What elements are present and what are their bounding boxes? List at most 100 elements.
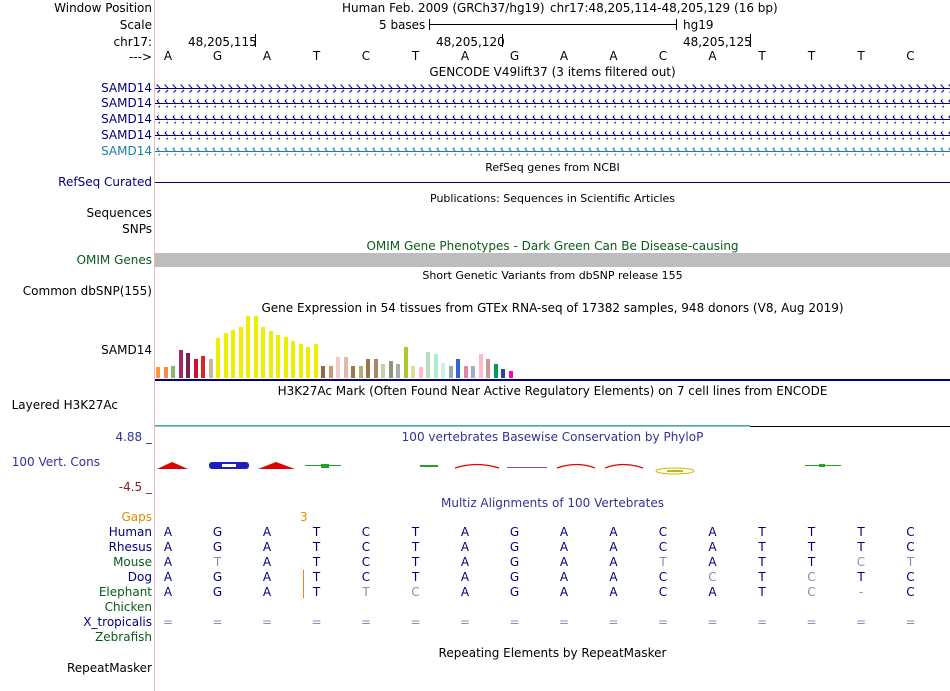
gtex-tissue-bar[interactable] <box>216 338 220 378</box>
species-label-chicken[interactable]: Chicken <box>104 600 152 614</box>
species-label-elephant[interactable]: Elephant <box>98 585 152 599</box>
gencode-label-1[interactable]: SAMD14 <box>101 81 152 95</box>
aligned-base: G <box>509 570 520 584</box>
gtex-tissue-bar[interactable] <box>201 356 205 378</box>
gtex-tissue-bar[interactable] <box>283 337 288 378</box>
gtex-tissue-bar[interactable] <box>411 366 415 378</box>
species-label-rhesus[interactable]: Rhesus <box>108 540 152 554</box>
refseq-label[interactable]: RefSeq Curated <box>58 175 152 189</box>
aligned-base: T <box>312 570 321 584</box>
gtex-tissue-bar[interactable] <box>441 363 445 378</box>
aligned-base: = <box>905 615 916 629</box>
gtex-tissue-bar[interactable] <box>426 352 430 378</box>
gtex-title[interactable]: Gene Expression in 54 tissues from GTEx … <box>261 301 844 315</box>
gtex-tissue-bar[interactable] <box>433 354 438 378</box>
gtex-tissue-bar[interactable] <box>313 344 318 378</box>
gtex-tissue-bar[interactable] <box>328 366 333 378</box>
gaps-count: 3 <box>300 510 308 524</box>
species-label-zebrafish[interactable]: Zebrafish <box>95 630 152 644</box>
gtex-tissue-bar[interactable] <box>156 367 160 378</box>
gtex-tissue-bar[interactable] <box>343 357 348 378</box>
gtex-tissue-bar[interactable] <box>418 367 423 378</box>
species-label-xtropicalis[interactable]: X_tropicalis <box>83 615 152 629</box>
omim-gene-bar[interactable] <box>155 253 950 267</box>
gtex-tissue-bar[interactable] <box>456 359 460 378</box>
gtex-tissue-bar[interactable] <box>373 359 378 378</box>
omim-title[interactable]: OMIM Gene Phenotypes - Dark Green Can Be… <box>366 239 739 253</box>
gtex-tissue-bar[interactable] <box>351 366 355 378</box>
gtex-tissue-bar[interactable] <box>508 371 513 378</box>
species-label-human[interactable]: Human <box>108 525 152 539</box>
publications-title[interactable]: Publications: Sequences in Scientific Ar… <box>430 192 675 205</box>
gtex-tissue-bar[interactable] <box>396 364 400 378</box>
gtex-tissue-bar[interactable] <box>268 331 273 378</box>
multiz-title[interactable]: Multiz Alignments of 100 Vertebrates <box>440 496 665 510</box>
gtex-tissue-bar[interactable] <box>223 333 228 378</box>
repeatmasker-title[interactable]: Repeating Elements by RepeatMasker <box>438 646 667 660</box>
gtex-tissue-bar[interactable] <box>336 357 340 378</box>
gtex-tissue-bar[interactable] <box>366 359 370 378</box>
gaps-label[interactable]: Gaps <box>121 510 152 524</box>
gtex-tissue-bar[interactable] <box>493 364 498 378</box>
gtex-tissue-bar[interactable] <box>178 350 183 378</box>
gtex-tissue-bar[interactable] <box>403 347 408 378</box>
aligned-base: T <box>807 525 816 539</box>
gencode-label-5[interactable]: SAMD14 <box>101 144 152 158</box>
gtex-tissue-bar[interactable] <box>501 369 505 378</box>
gencode-label-4[interactable]: SAMD14 <box>101 128 152 142</box>
gtex-tissue-bar[interactable] <box>163 367 168 378</box>
scale-bar <box>429 24 676 25</box>
gtex-tissue-bar[interactable] <box>463 366 468 378</box>
aligned-base: G <box>509 525 520 539</box>
gtex-tissue-bar[interactable] <box>478 354 483 378</box>
gencode-track[interactable] <box>155 81 950 161</box>
gtex-tissue-bar[interactable] <box>306 347 310 378</box>
gtex-tissue-bar[interactable] <box>388 361 393 378</box>
gtex-tissue-bar[interactable] <box>358 366 363 378</box>
gtex-tissue-bar[interactable] <box>193 359 198 378</box>
gencode-label-2[interactable]: SAMD14 <box>101 96 152 110</box>
track-area[interactable]: Human Feb. 2009 (GRCh37/hg19) chr17:48,2… <box>155 0 950 691</box>
gtex-tissue-bar[interactable] <box>246 316 250 378</box>
gtex-tissue-bar[interactable] <box>276 335 280 378</box>
dbsnp-title[interactable]: Short Genetic Variants from dbSNP releas… <box>422 269 683 282</box>
refseq-title[interactable]: RefSeq genes from NCBI <box>485 161 620 174</box>
snps-label[interactable]: SNPs <box>122 222 152 236</box>
ref-base: A <box>609 49 618 63</box>
gtex-tissue-bar[interactable] <box>186 353 190 378</box>
refseq-gene-line[interactable] <box>155 182 950 183</box>
gencode-label-3[interactable]: SAMD14 <box>101 112 152 126</box>
gtex-tissue-bar[interactable] <box>298 344 303 378</box>
ref-base: A <box>460 49 470 63</box>
aligned-base: A <box>609 525 618 539</box>
gencode-title[interactable]: GENCODE V49lift37 (3 items filtered out) <box>429 65 676 79</box>
gtex-tissue-bar[interactable] <box>486 359 490 378</box>
phylop-track[interactable] <box>155 455 950 479</box>
gtex-tissue-bar[interactable] <box>261 327 265 378</box>
common-dbsnp-label[interactable]: Common dbSNP(155) <box>22 284 152 298</box>
gtex-tissue-bar[interactable] <box>171 366 175 378</box>
species-label-dog[interactable]: Dog <box>127 570 152 584</box>
cons-label[interactable]: 100 Vert. Cons <box>11 455 100 469</box>
gtex-tissue-bar[interactable] <box>253 316 258 378</box>
h3k27ac-label[interactable]: Layered H3K27Ac <box>11 398 118 412</box>
gtex-bar-chart[interactable] <box>155 316 950 378</box>
omim-label[interactable]: OMIM Genes <box>76 253 152 267</box>
gtex-tissue-bar[interactable] <box>471 366 475 378</box>
species-label-mouse[interactable]: Mouse <box>113 555 152 569</box>
h3k27ac-title[interactable]: H3K27Ac Mark (Often Found Near Active Re… <box>277 384 828 398</box>
h3k27ac-baseline <box>750 426 950 427</box>
repeatmasker-label[interactable]: RepeatMasker <box>66 661 152 675</box>
gtex-tissue-bar[interactable] <box>448 366 453 378</box>
aligned-base: T <box>411 525 420 539</box>
gtex-tissue-bar[interactable] <box>208 359 213 378</box>
gtex-tissue-bar[interactable] <box>238 327 243 378</box>
gtex-gene-label[interactable]: SAMD14 <box>101 343 152 357</box>
sequences-label[interactable]: Sequences <box>86 206 152 220</box>
gtex-tissue-bar[interactable] <box>381 364 385 378</box>
gtex-tissue-bar[interactable] <box>321 366 325 378</box>
gtex-tissue-bar[interactable] <box>231 330 235 378</box>
phylop-title[interactable]: 100 vertebrates Basewise Conservation by… <box>401 430 704 444</box>
gtex-tissue-bar[interactable] <box>291 341 295 378</box>
